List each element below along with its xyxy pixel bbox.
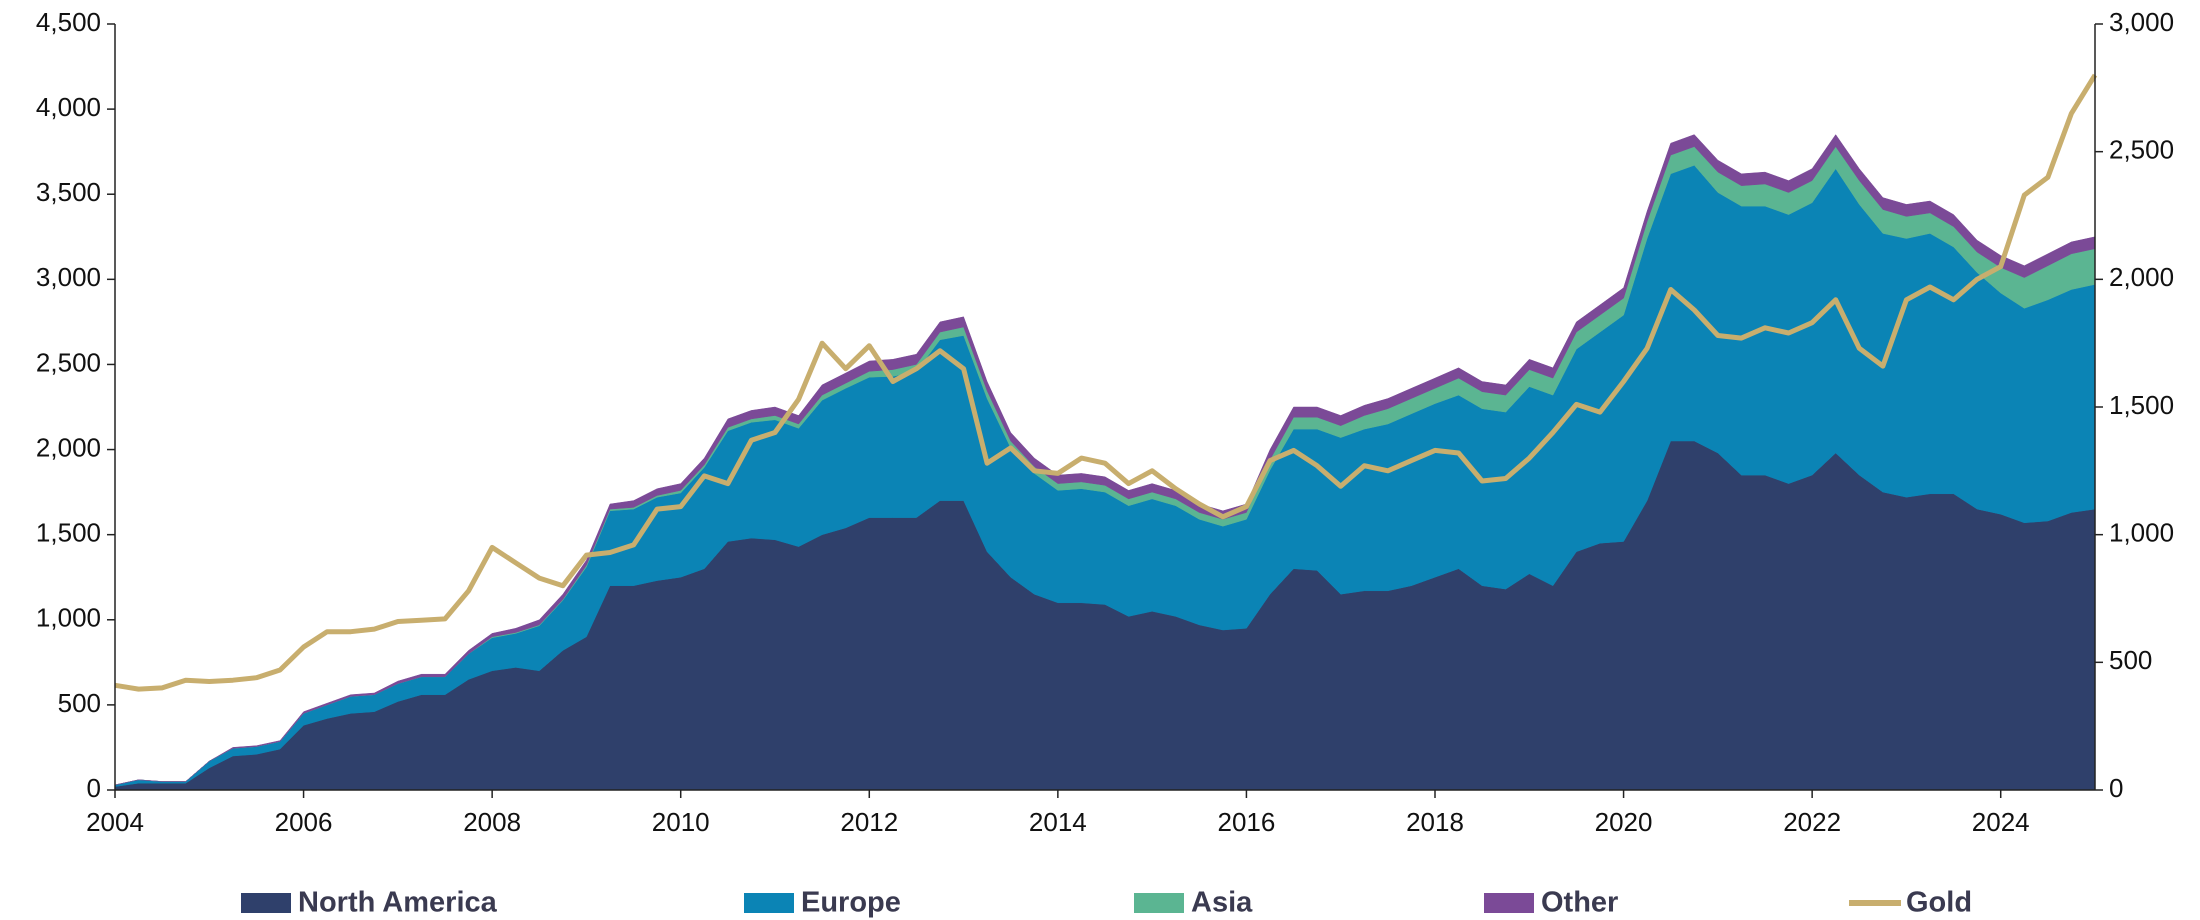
y-tick-label: 1,500 (36, 518, 101, 548)
y-tick-label: 3,500 (36, 177, 101, 207)
x-tick-label: 2010 (652, 807, 710, 837)
y-tick-label: 0 (87, 773, 101, 803)
line (114, 73, 2098, 692)
x-tick-label: 2020 (1595, 807, 1653, 837)
legend-label: North America (298, 887, 498, 919)
y-tick-label: 1,000 (36, 603, 101, 633)
x-tick-label: 2006 (275, 807, 333, 837)
legend-label: Other (1541, 887, 1618, 919)
x-tick-label: 2016 (1218, 807, 1276, 837)
y-tick-label: 2,000 (36, 432, 101, 462)
legend-swatch (1484, 893, 1534, 913)
y2-tick-label: 3,000 (2109, 7, 2174, 37)
x-tick-label: 2012 (840, 807, 898, 837)
x-tick-label: 2008 (463, 807, 521, 837)
y2-tick-label: 2,000 (2109, 262, 2174, 292)
x-tick-label: 2024 (1972, 807, 2030, 837)
x-tick-label: 2014 (1029, 807, 1087, 837)
y2-tick-label: 1,500 (2109, 390, 2174, 420)
legend-swatch (744, 893, 794, 913)
x-tick-label: 2018 (1406, 807, 1464, 837)
y2-tick-label: 2,500 (2109, 135, 2174, 165)
legend-swatch (1134, 893, 1184, 913)
y-tick-label: 2,500 (36, 347, 101, 377)
y2-tick-label: 500 (2109, 645, 2152, 675)
x-tick-label: 2004 (86, 807, 144, 837)
legend-label: Gold (1906, 887, 1972, 919)
y-tick-label: 500 (58, 688, 101, 718)
x-tick-label: 2022 (1783, 807, 1841, 837)
y2-tick-label: 0 (2109, 773, 2123, 803)
legend-label: Europe (801, 887, 901, 919)
y2-tick-label: 1,000 (2109, 518, 2174, 548)
y-tick-label: 4,500 (36, 7, 101, 37)
y-tick-label: 3,000 (36, 262, 101, 292)
legend-label: Asia (1191, 887, 1253, 919)
legend-swatch (241, 893, 291, 913)
y-tick-label: 4,000 (36, 92, 101, 122)
